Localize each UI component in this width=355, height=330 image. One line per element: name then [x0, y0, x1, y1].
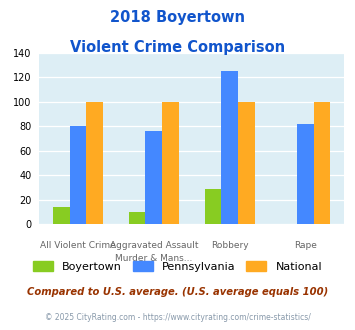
Text: Robbery: Robbery: [211, 241, 248, 250]
Bar: [86, 102, 103, 224]
Text: Compared to U.S. average. (U.S. average equals 100): Compared to U.S. average. (U.S. average …: [27, 287, 328, 297]
Text: Violent Crime Comparison: Violent Crime Comparison: [70, 40, 285, 54]
Legend: Boyertown, Pennsylvania, National: Boyertown, Pennsylvania, National: [28, 256, 327, 276]
Bar: [238, 102, 255, 224]
Bar: [297, 124, 314, 224]
Text: 2018 Boyertown: 2018 Boyertown: [110, 10, 245, 25]
Bar: [204, 189, 221, 224]
Text: All Violent Crime: All Violent Crime: [40, 241, 116, 250]
Bar: [53, 207, 70, 224]
Text: Rape: Rape: [294, 241, 317, 250]
Bar: [146, 131, 162, 224]
Text: © 2025 CityRating.com - https://www.cityrating.com/crime-statistics/: © 2025 CityRating.com - https://www.city…: [45, 314, 310, 322]
Bar: [129, 212, 146, 224]
Text: Aggravated Assault: Aggravated Assault: [110, 241, 198, 250]
Bar: [162, 102, 179, 224]
Text: Murder & Mans...: Murder & Mans...: [115, 253, 192, 263]
Bar: [314, 102, 331, 224]
Bar: [70, 126, 86, 224]
Bar: [221, 71, 238, 224]
